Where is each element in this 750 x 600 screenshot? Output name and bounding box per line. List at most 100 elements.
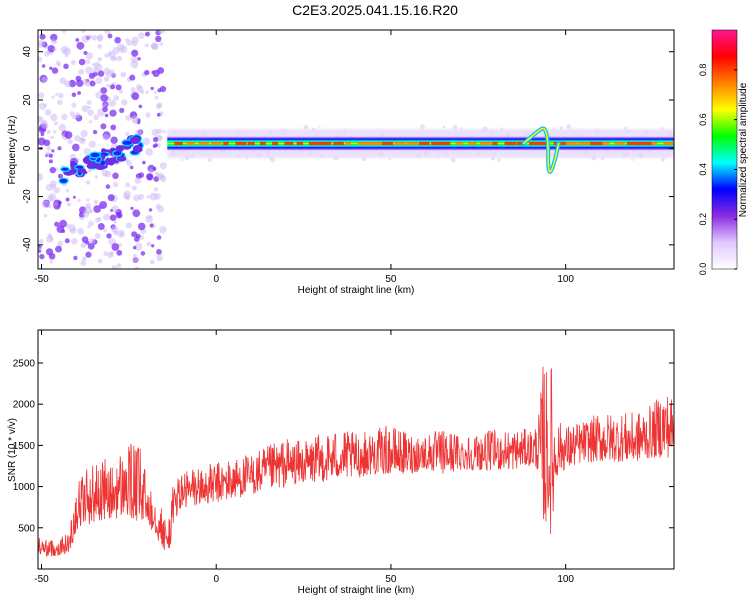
heatmap-noise-cell [156,254,163,262]
heatmap-noise-cell [68,224,76,232]
heatmap-noise-cell [104,30,111,35]
heatmap-noise-cell [80,260,87,266]
snr-x-label: Height of straight line (km) [298,585,415,596]
heatmap-noise-cell [129,165,134,170]
heatmap-noise-cell [110,55,117,62]
heatmap-noise-cell [318,125,321,128]
x-tick-label: 100 [557,274,574,285]
heatmap-noise-cell [154,91,157,94]
heatmap-noise-cell [115,84,122,91]
heatmap-noise-cell [158,135,163,140]
heatmap-core [369,141,383,146]
colorbar-gradient [711,29,738,270]
colorbar-tick-label: 0.8 [698,64,708,77]
heatmap-noise-cell [59,219,67,228]
heatmap-noise-cell [88,34,93,39]
heatmap-noise-cell [81,236,89,243]
heatmap-noise-cell [131,231,138,238]
heatmap-noise-cell [47,195,54,202]
heatmap-core [321,141,332,146]
heatmap-noise-cell [116,249,123,256]
heatmap-noise-cell [156,249,162,255]
heatmap-noise-cell [41,76,47,83]
heatmap-blob [58,177,69,185]
heatmap-core [614,141,625,146]
heatmap-noise-cell [134,236,140,242]
heatmap-noise-cell [138,32,145,40]
heatmap-noise-cell [89,80,96,87]
spectrogram-y-label: Frequency (Hz) [7,116,18,185]
heatmap-noise-cell [100,87,108,94]
heatmap-noise-cell [111,72,117,78]
heatmap-noise-cell [97,44,102,49]
heatmap-noise-cell [74,112,81,118]
heatmap-noise-cell [74,135,81,142]
heatmap-noise-cell [82,210,90,218]
heatmap-noise-cell [131,49,139,57]
heatmap-noise-cell [159,162,167,170]
heatmap-blob [115,145,124,153]
heatmap-noise-cell [49,166,56,174]
heatmap-noise-cell [148,208,153,212]
heatmap-noise-cell [99,201,108,209]
heatmap-noise-cell [93,199,99,205]
colorbar-tick-label: 0.6 [698,113,708,126]
heatmap-noise-cell [86,100,92,105]
heatmap-noise-cell [131,115,139,124]
heatmap-noise-cell [112,172,119,180]
x-tick-label: -50 [34,274,49,285]
heatmap-noise-cell [155,35,162,43]
heatmap-noise-cell [120,71,127,78]
heatmap-noise-cell [40,132,45,137]
heatmap-blob [108,159,115,166]
heatmap-noise-cell [49,260,53,264]
heatmap-core [345,141,351,146]
heatmap-core [394,141,406,146]
heatmap-noise-cell [131,92,140,101]
colorbar-tick-label: 0.2 [698,213,708,226]
heatmap-noise-cell [55,245,62,253]
heatmap-noise-cell [146,195,150,199]
y-tick-label: 2000 [13,400,36,411]
heatmap-noise-cell [137,57,141,61]
heatmap-noise-cell [53,121,59,126]
heatmap-noise-cell [58,123,66,132]
heatmap-noise-cell [121,99,128,106]
heatmap-noise-cell [113,95,120,101]
heatmap-noise-cell [73,255,78,261]
heatmap-noise-cell [420,124,425,129]
heatmap-noise-cell [107,52,112,56]
heatmap-noise-cell [48,153,53,158]
heatmap-noise-cell [157,88,162,93]
heatmap-noise-cell [57,62,61,67]
heatmap-core [357,141,371,146]
heatmap-noise-cell [38,40,45,48]
heatmap-noise-cell [145,90,149,94]
heatmap-noise-cell [89,238,95,245]
heatmap-noise-cell [631,158,634,161]
y-tick-label: 40 [22,46,33,58]
heatmap-noise-cell [66,202,72,207]
spectrogram-x-axis: -50 0 50 100 [34,30,574,285]
heatmap-noise-cell [43,214,48,218]
heatmap-noise-cell [53,130,57,134]
heatmap-noise-cell [38,173,44,181]
heatmap-core [467,141,477,146]
heatmap-noise-cell [57,173,64,179]
heatmap-noise-cell [85,203,91,209]
heatmap-noise-cell [116,212,123,219]
heatmap-noise-cell [450,157,456,163]
heatmap-noise-cell [67,138,73,145]
heatmap-core [198,141,209,146]
heatmap-noise-cell [71,92,77,98]
heatmap-noise-cell [181,158,184,161]
heatmap-noise-cell [38,92,45,99]
heatmap-noise-cell [87,242,95,250]
heatmap-blob [60,166,70,172]
y-tick-label: 20 [22,94,33,106]
spectrogram-y-axis: -40 -20 0 20 40 [22,46,674,252]
heatmap-noise-cell [91,34,98,41]
heatmap-blob [101,148,107,153]
heatmap-noise-cell [40,121,49,129]
heatmap-noise-cell [64,54,69,58]
